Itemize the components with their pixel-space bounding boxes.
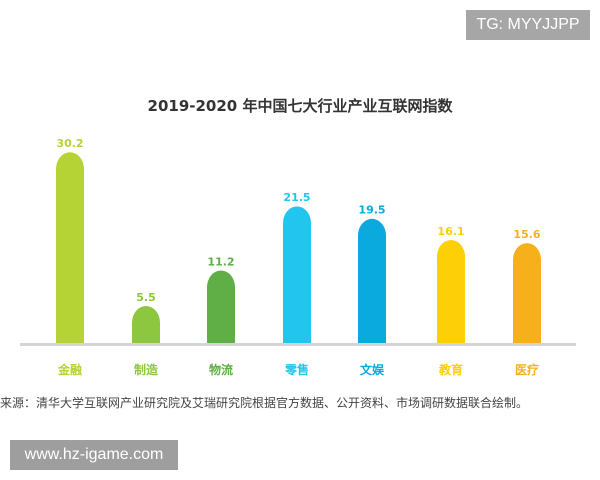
category-label: 物流 [209,362,233,377]
x-axis-line [20,343,576,346]
bar-1 [132,305,160,343]
data-label: 15.6 [513,228,540,241]
watermark-site: www.hz-igame.com [10,440,178,470]
data-label: 21.5 [283,191,310,204]
category-label: 制造 [134,362,159,377]
bar-3 [283,206,311,343]
chart-title: 2019-2020 年中国七大行业产业互联网指数 [147,97,453,115]
watermark-tg: TG: MYYJJPP [466,10,590,40]
data-label: 16.1 [437,225,464,238]
data-label: 11.2 [207,255,234,268]
data-label: 5.5 [136,291,156,304]
bar-4 [358,218,386,343]
category-label: 金融 [57,362,82,377]
bar-6 [513,243,541,343]
category-label: 医疗 [515,362,539,377]
category-label: 教育 [438,362,463,377]
source-note: 来源：清华大学互联网产业研究院及艾瑞研究院根据官方数据、公开资料、市场调研数据联… [0,396,529,410]
bar-2 [207,270,235,343]
bar-5 [437,239,465,343]
data-label: 19.5 [358,204,385,217]
bar-0 [56,152,84,343]
category-label: 文娱 [360,362,385,377]
data-label: 30.2 [56,137,83,150]
bar-chart: 30.2 金融 5.5 制造 11.2 物流 21.5 零售 19.5 文娱 16.1 教育 15.6 医… [20,137,576,377]
category-label: 零售 [284,362,309,377]
